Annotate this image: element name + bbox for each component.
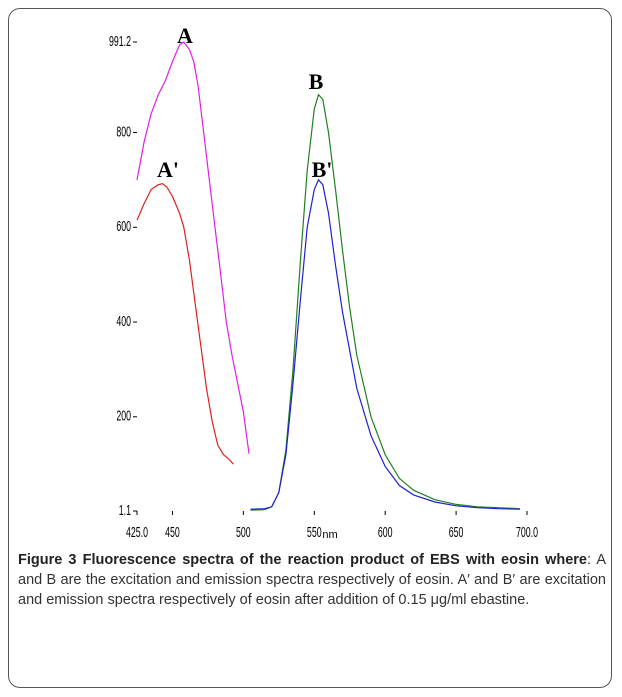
annotation: A' bbox=[157, 157, 179, 182]
chart: nm 1.1 200 400 600 800 991.2 425.0 450 500 550 600… bbox=[109, 23, 538, 540]
x-axis-label: nm bbox=[322, 529, 337, 540]
series-line bbox=[250, 178, 520, 510]
caption-text: : A and B are the excitation and emissio… bbox=[18, 552, 606, 608]
y-tick-label: 200 bbox=[116, 407, 131, 424]
x-tick-label: 500 bbox=[236, 524, 251, 540]
caption: Figure 3 Fluorescence spectra of the rea… bbox=[18, 550, 606, 610]
series-line bbox=[136, 41, 250, 454]
y-tick-label: 991.2 bbox=[109, 33, 131, 50]
y-tick-label: 800 bbox=[116, 123, 131, 140]
caption-bold: Figure 3 Fluorescence spectra of the rea… bbox=[18, 552, 587, 568]
x-tick-label: 425.0 bbox=[126, 524, 148, 540]
x-tick-label: 550 bbox=[307, 524, 322, 540]
annotation: B bbox=[309, 69, 324, 94]
y-tick-label: 400 bbox=[116, 313, 131, 330]
y-tick-label: 600 bbox=[116, 218, 131, 235]
x-tick-label: 700.0 bbox=[516, 524, 538, 540]
x-tick-label: 450 bbox=[165, 524, 180, 540]
annotation: A bbox=[177, 23, 193, 48]
series-line bbox=[136, 183, 234, 465]
figure-frame bbox=[8, 8, 612, 688]
x-tick-label: 600 bbox=[378, 524, 393, 540]
x-tick-label: 650 bbox=[449, 524, 464, 540]
series-line bbox=[250, 93, 520, 511]
y-tick-label: 1.1 bbox=[119, 502, 132, 519]
annotation: B' bbox=[312, 157, 333, 182]
